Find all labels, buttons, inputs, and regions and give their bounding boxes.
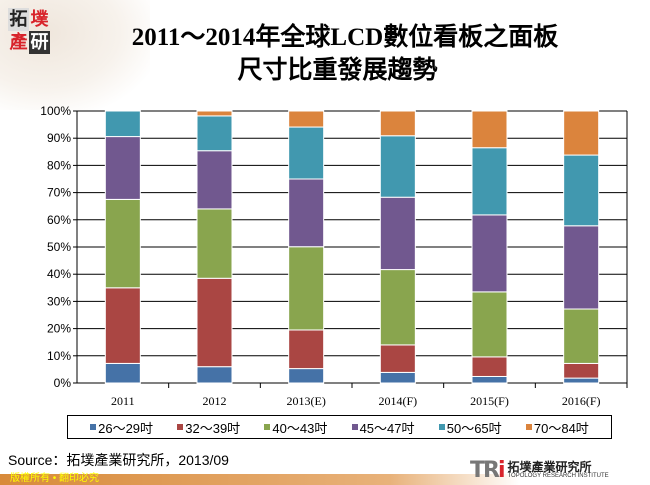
logo-char: 拓 [8, 8, 29, 31]
bar-segment [471, 375, 508, 384]
legend-label: 45～47吋 [359, 420, 415, 436]
y-tick-label: 80% [47, 158, 71, 172]
chart-title-line2: 尺寸比重發展趨勢 [237, 57, 438, 84]
bar-segment [563, 225, 600, 310]
bar-segment [563, 154, 600, 227]
y-tick-label: 10% [47, 349, 71, 363]
source-note: Source：拓墣產業研究所，2013/09 [8, 452, 229, 468]
bar-segment [196, 366, 233, 384]
tri-logo: TRi 拓墣產業研究所 TOPOLOGY RESEARCH INSTITUTE [470, 458, 609, 483]
logo-char: 研 [29, 31, 50, 54]
legend-item: 40～43吋 [264, 418, 327, 437]
legend-label: 50～65吋 [446, 420, 502, 436]
legend-swatch [90, 424, 97, 430]
bar-segment [379, 371, 416, 384]
company-logo: 拓 墣 產 研 [8, 8, 50, 54]
bar-segment [471, 214, 508, 293]
bar-segment [471, 291, 508, 358]
legend-item: 50～65吋 [438, 418, 502, 437]
tri-mark: TRi [470, 458, 505, 483]
bar-segment [288, 246, 325, 331]
legend-label: 32～39吋 [185, 420, 241, 436]
bar-segment [379, 110, 416, 137]
legend-item: 32～39吋 [177, 418, 240, 437]
legend-item: 70～84吋 [525, 418, 589, 437]
tri-english-name: TOPOLOGY RESEARCH INSTITUTE [507, 473, 609, 479]
legend-swatch [264, 424, 271, 430]
bar-segment [288, 178, 325, 248]
bar-segment [563, 308, 600, 364]
y-tick-label: 90% [47, 131, 71, 145]
y-tick-label: 60% [47, 213, 71, 227]
x-tick-label: 2016(F) [562, 394, 601, 408]
legend-swatch [438, 424, 445, 430]
legend-item: 26～29吋 [90, 418, 153, 437]
legend: 26～29吋 32～39吋 40～43吋 45～47吋 50～65吋 70～84吋 [67, 415, 612, 439]
x-tick-label: 2011 [111, 394, 135, 408]
bar-segment [196, 110, 233, 117]
x-tick-label: 2012 [203, 394, 227, 408]
logo-char: 墣 [30, 9, 49, 30]
bar-segment [563, 377, 600, 384]
bar-segment [471, 147, 508, 216]
legend-swatch [351, 424, 358, 430]
legend-label: 40～43吋 [272, 420, 328, 436]
bar-segment [104, 362, 141, 384]
bar-segment [104, 287, 141, 364]
bar-segment [196, 208, 233, 279]
x-tick-label: 2013(E) [287, 394, 326, 408]
y-tick-label: 100% [40, 104, 71, 118]
bar-segment [379, 344, 416, 373]
bar-segment [379, 135, 416, 198]
legend-swatch [525, 424, 532, 430]
legend-label: 70～84吋 [533, 420, 589, 436]
bar-segment [196, 150, 233, 210]
bar-segment [288, 110, 325, 128]
bar-segment [196, 277, 233, 368]
bar-segment [196, 115, 233, 152]
legend-swatch [177, 424, 184, 430]
bar-segment [379, 269, 416, 346]
bar-segment [563, 362, 600, 379]
legend-label: 26～29吋 [98, 420, 154, 436]
y-tick-label: 40% [47, 267, 71, 281]
footer-bar: 版權所有 • 翻印必究 [0, 473, 650, 485]
bar-segment [104, 110, 141, 138]
y-tick-label: 50% [47, 240, 71, 254]
y-tick-label: 70% [47, 186, 71, 200]
tri-name: 拓墣產業研究所 [507, 460, 592, 474]
bar-segment [471, 356, 508, 377]
bar-segment [104, 198, 141, 289]
bar-segment [104, 136, 141, 200]
copyright-text: 版權所有 • 翻印必究 [10, 473, 100, 484]
bar-segment [379, 196, 416, 271]
x-tick-label: 2015(F) [470, 394, 509, 408]
logo-char: 產 [9, 32, 28, 53]
bar-segment [288, 126, 325, 180]
chart-title-line1: 2011～2014年全球LCD數位看板之面板 [131, 24, 559, 51]
y-tick-label: 30% [47, 294, 71, 308]
y-tick-label: 20% [47, 322, 71, 336]
legend-item: 45～47吋 [351, 418, 415, 437]
y-tick-label: 0% [54, 376, 72, 390]
x-tick-label: 2014(F) [378, 394, 417, 408]
bar-segment [288, 329, 325, 370]
stacked-bar-chart: 0% 10% 20% 30% 40% 50% 60% 70% 80% 90% 100% 2011 201… [40, 104, 628, 408]
bar-segment [288, 368, 325, 384]
bar-segment [563, 110, 600, 156]
bar-segment [471, 110, 508, 149]
